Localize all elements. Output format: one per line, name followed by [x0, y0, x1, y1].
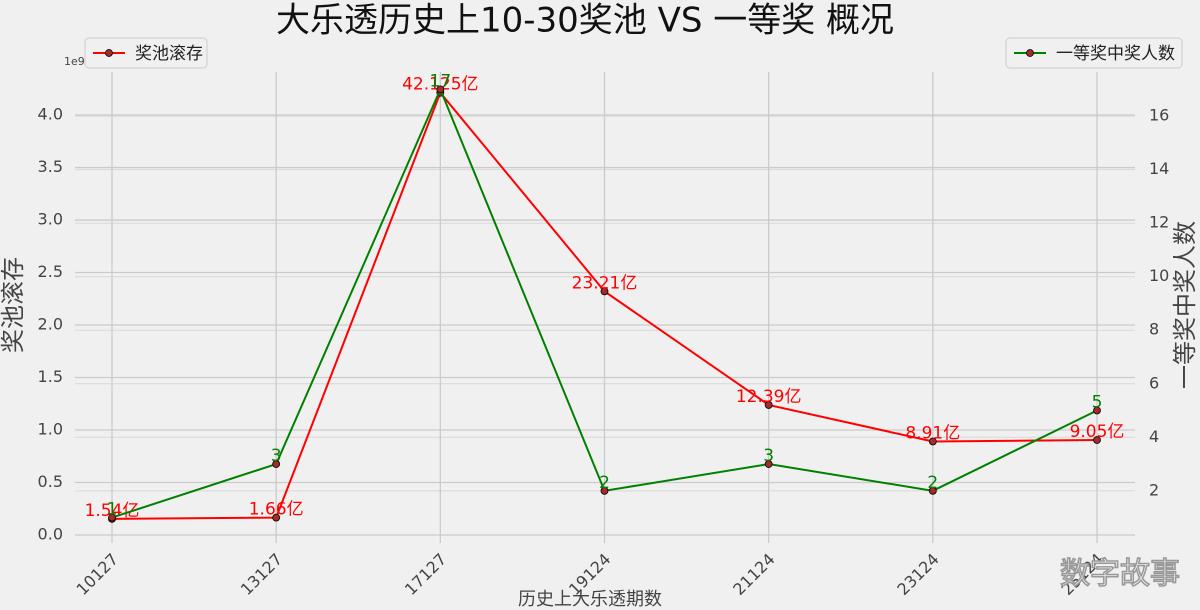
data-label: 2 — [599, 473, 610, 493]
marker — [1093, 436, 1101, 444]
marker — [436, 85, 445, 94]
marker — [272, 460, 281, 468]
y-tick-label: 1.5 — [38, 367, 63, 386]
legend-box — [1005, 37, 1183, 69]
data-label: 17 — [430, 71, 452, 91]
legend-label: 奖池滚存 — [135, 44, 203, 64]
legend-box — [84, 37, 208, 69]
marker — [600, 287, 609, 296]
data-label: 1.54亿 — [85, 501, 140, 521]
x-axis-label: 历史上大乐透期数 — [518, 589, 662, 610]
data-label: 3 — [763, 446, 774, 466]
data-label: 12.39亿 — [736, 387, 802, 407]
marker — [1093, 406, 1101, 415]
y2-tick-label: 10 — [1149, 266, 1169, 285]
y-tick-label: 3.5 — [38, 157, 63, 176]
marker — [272, 513, 281, 522]
legend-label: 一等奖中奖人数 — [1056, 44, 1175, 64]
y-tick-label: 1.0 — [38, 420, 63, 439]
y-tick-label: 0.5 — [38, 472, 63, 491]
data-label: 42.125亿 — [402, 75, 478, 95]
y2-tick-label: 6 — [1149, 373, 1159, 392]
data-label: 5 — [1092, 393, 1103, 413]
y2-axis-label: 一等奖中奖人数 — [1171, 221, 1199, 389]
y-axis-label: 奖池滚存 — [0, 257, 27, 353]
data-label: 23.21亿 — [572, 273, 638, 293]
y-tick-label: 2.0 — [38, 315, 63, 334]
marker — [108, 513, 116, 522]
chart-title: 大乐透历史上10-30奖池 VS 一等奖 概况 — [276, 1, 894, 41]
y2-tick-label: 14 — [1149, 159, 1169, 178]
y2-tick-label: 2 — [1149, 480, 1159, 499]
data-label: 1 — [107, 500, 118, 520]
marker — [600, 486, 609, 495]
data-label: 9.05亿 — [1070, 422, 1125, 442]
legend-marker — [1026, 49, 1034, 57]
marker — [764, 401, 773, 409]
data-label: 3 — [271, 446, 282, 466]
y-tick-label: 2.5 — [38, 262, 63, 281]
marker — [928, 486, 937, 495]
y2-tick-label: 4 — [1149, 427, 1159, 446]
watermark: 数字故事 — [1060, 557, 1180, 592]
data-label: 8.91亿 — [905, 423, 960, 443]
y-tick-label: 3.0 — [38, 210, 63, 229]
data-label: 1.66亿 — [249, 500, 304, 520]
y-offset-label: 1e9 — [64, 55, 85, 68]
y2-tick-label: 16 — [1149, 106, 1169, 125]
y-tick-label: 0.0 — [38, 525, 63, 544]
y2-tick-label: 12 — [1149, 213, 1169, 232]
y-tick-label: 4.0 — [38, 105, 63, 124]
marker — [928, 437, 937, 446]
marker — [764, 460, 773, 468]
legend-marker — [105, 49, 113, 57]
y2-tick-label: 8 — [1149, 320, 1159, 339]
data-label: 2 — [927, 473, 938, 493]
